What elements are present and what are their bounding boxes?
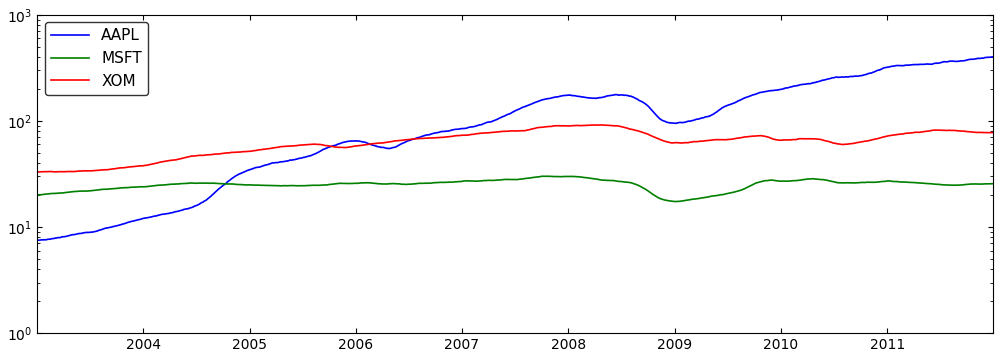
Line: AAPL: AAPL — [37, 57, 993, 240]
Line: MSFT: MSFT — [37, 176, 993, 202]
Line: XOM: XOM — [37, 125, 993, 172]
Legend: AAPL, MSFT, XOM: AAPL, MSFT, XOM — [45, 22, 148, 95]
